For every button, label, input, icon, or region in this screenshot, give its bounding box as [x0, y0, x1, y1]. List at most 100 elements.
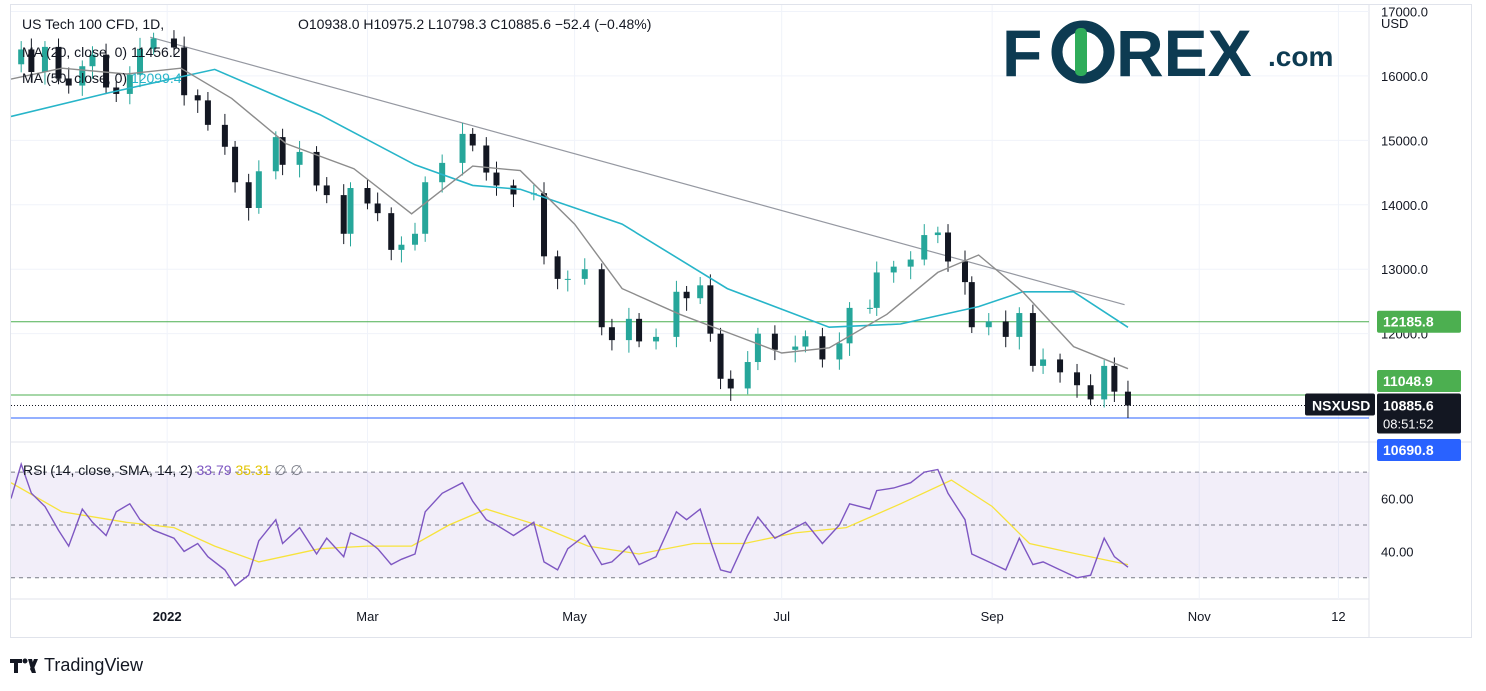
candle-body	[636, 318, 643, 342]
candle-body	[608, 327, 615, 341]
forex-logo: F REX .com	[1002, 12, 1362, 92]
candle-body	[340, 195, 347, 234]
ma20-legend[interactable]: MA (20, close, 0) 11456.2	[22, 44, 181, 60]
ma50-legend[interactable]: MA (50, close, 0) 12099.4	[22, 70, 182, 86]
candle-body	[374, 203, 381, 214]
last-price-tag: 10885.6 08:51:52	[1377, 393, 1461, 434]
candle-body	[313, 151, 320, 186]
candle-body	[727, 378, 734, 389]
candle-body	[255, 171, 262, 208]
candle-body	[232, 146, 239, 183]
level-lower-tag-bg	[1377, 439, 1461, 462]
candle-body	[493, 172, 500, 186]
candle-body	[1101, 365, 1108, 400]
candle-body	[541, 193, 548, 257]
rsi-line	[11, 461, 1129, 587]
rsi-tick-label: 40.00	[1381, 544, 1414, 559]
rsi-extra: ∅ ∅	[274, 462, 302, 478]
candle-body	[41, 46, 48, 73]
candle-body	[1057, 359, 1064, 373]
candle-body	[137, 48, 144, 75]
candle-body	[347, 188, 354, 234]
rsi-tick-label: 60.00	[1381, 492, 1414, 507]
candle-body	[398, 244, 405, 250]
ma50-line	[11, 68, 1129, 329]
rsi-label: RSI (14, close, SMA, 14, 2)	[23, 462, 197, 478]
candle-body	[1111, 365, 1118, 392]
candle-body	[598, 269, 605, 328]
candle-body	[985, 321, 992, 328]
logo-rex: REX	[1116, 16, 1252, 90]
currency-label: USD	[1381, 16, 1408, 31]
level-upper-tag-bg	[1377, 310, 1461, 333]
candles-group	[18, 30, 1131, 419]
candle-body	[945, 232, 952, 262]
candle-body	[625, 318, 632, 341]
candle-body	[653, 336, 660, 342]
candle-body	[296, 151, 303, 165]
rsi-legend: RSI (14, close, SMA, 14, 2) 33.79 35.31 …	[23, 462, 303, 478]
level-upper-tag: 12185.8	[1377, 310, 1461, 333]
candle-body	[697, 285, 704, 299]
candle-body	[890, 266, 897, 273]
candle-body	[564, 278, 571, 280]
price-tick-label: 15000.0	[1381, 133, 1428, 148]
level-lower-tag-text: 10690.8	[1383, 442, 1434, 458]
symbol-title: US Tech 100 CFD, 1D,	[22, 16, 165, 32]
candle-body	[802, 336, 809, 347]
downtrend-line	[150, 36, 1125, 306]
rsi-sma-value: 35.31	[235, 462, 270, 478]
time-tick-label: Nov	[1188, 609, 1212, 624]
candle-body	[323, 185, 330, 196]
time-tick-label: 2022	[153, 609, 182, 624]
price-tick-label: 14000.0	[1381, 198, 1428, 213]
level-upper-tag-text: 12185.8	[1383, 314, 1434, 330]
candle-body	[279, 137, 286, 165]
price-tick-label: 16000.0	[1381, 69, 1428, 84]
candle-body	[1040, 359, 1047, 366]
candle-body	[181, 47, 188, 96]
candle-body	[483, 145, 490, 173]
ohlc-values: O10938.0 H10975.2 L10798.3 C10885.6 −52.…	[298, 16, 652, 32]
logo-f: F	[1002, 16, 1042, 90]
last-price-value: 10885.6	[1383, 397, 1434, 413]
candle-body	[1124, 391, 1131, 406]
candle-body	[673, 291, 680, 337]
candle-body	[65, 78, 72, 86]
price-tick-label: 13000.0	[1381, 262, 1428, 277]
candle-body	[459, 133, 466, 163]
candle-body	[707, 285, 714, 334]
rsi-value: 33.79	[197, 462, 232, 478]
ma50-label: MA (50, close, 0)	[22, 70, 128, 86]
level-mid-tag-bg	[1377, 369, 1461, 392]
chart-canvas[interactable]: 2022 Mar May Jul Sep Nov 12 17000.0 16000.0 15000…	[11, 5, 1471, 637]
level-mid-tag-text: 11048.9	[1383, 373, 1433, 389]
time-tick-label: Jul	[773, 609, 790, 624]
candle-body	[717, 333, 724, 379]
ma50-value: 12099.4	[130, 70, 182, 86]
candle-body	[388, 213, 395, 250]
time-tick-label: Sep	[981, 609, 1004, 624]
time-tick-label: Mar	[356, 609, 379, 624]
time-tick-label: May	[562, 609, 587, 624]
candle-body	[554, 256, 561, 279]
symbol-tag-text: NSXUSD	[1312, 397, 1370, 413]
candle-body	[934, 232, 941, 236]
candle-body	[28, 49, 35, 73]
candle-body	[581, 269, 588, 279]
candle-body	[103, 54, 110, 88]
candle-body	[1074, 372, 1081, 386]
candle-body	[55, 46, 62, 79]
candle-body	[194, 95, 201, 101]
ma20-label: MA (20, close, 0)	[22, 44, 128, 60]
time-tick-label: 12	[1331, 609, 1345, 624]
candle-body	[510, 185, 517, 195]
candle-body	[245, 182, 252, 208]
symbol-tag-bg	[1305, 393, 1375, 416]
chart-frame: 2022 Mar May Jul Sep Nov 12 17000.0 16000.0 15000…	[10, 4, 1472, 638]
symbol-tag: NSXUSD	[1305, 393, 1375, 416]
logo-o-icon	[1051, 20, 1115, 84]
level-mid-tag: 11048.9	[1377, 369, 1461, 392]
candle-body	[412, 233, 419, 245]
price-tick-label: 17000.0	[1381, 5, 1428, 19]
